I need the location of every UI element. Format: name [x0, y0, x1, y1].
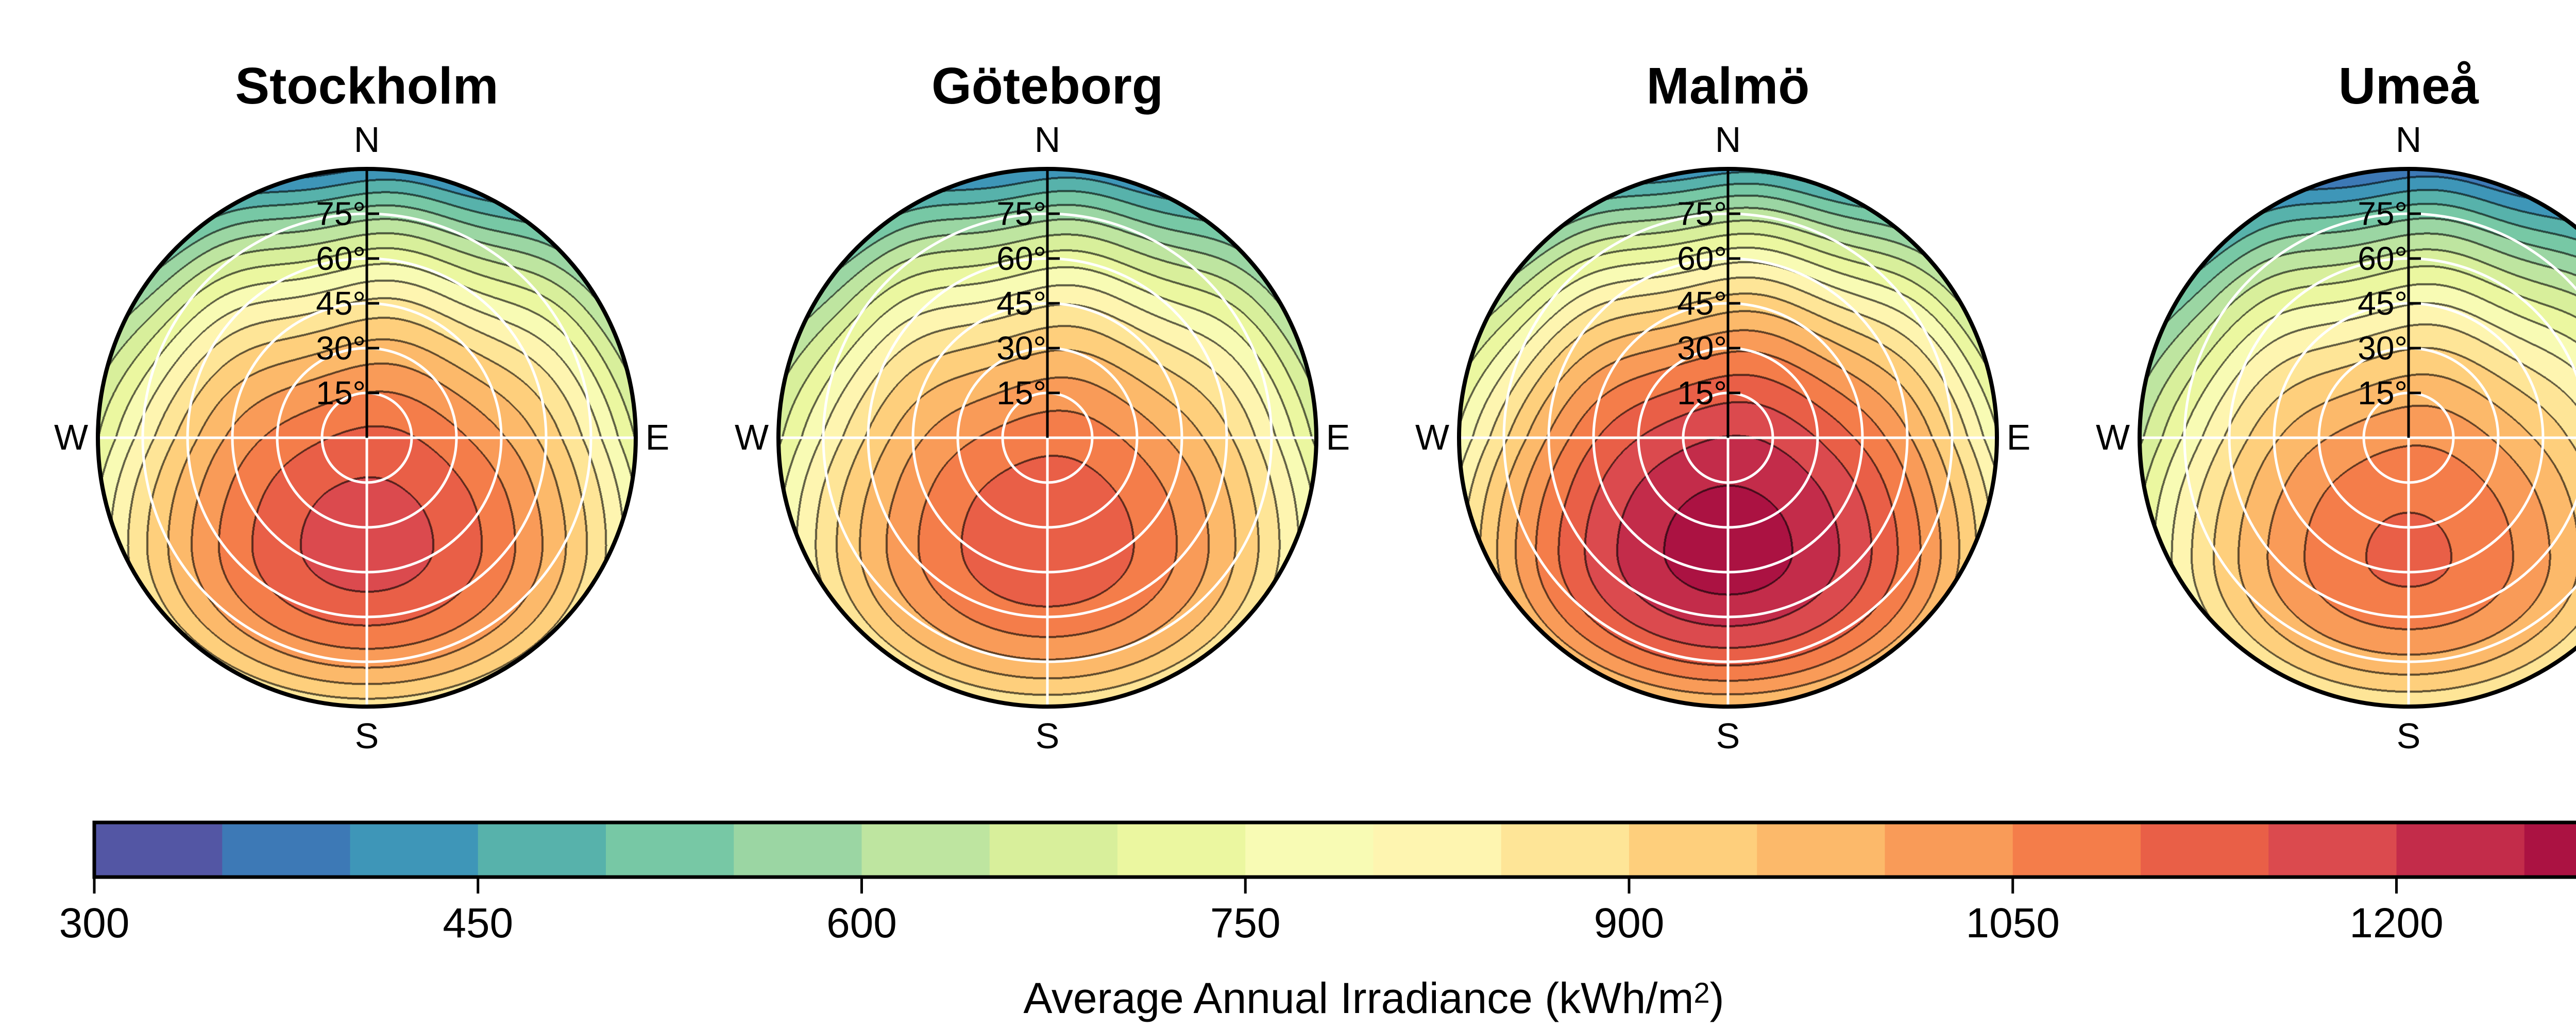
polar-plot: 15° 30° 45° 60° 75° [2138, 167, 2576, 709]
plot-boundary [776, 167, 1318, 709]
radial-tick-label: 75° [316, 195, 366, 232]
radial-tick-label: 75° [1677, 195, 1727, 232]
radial-tick-label: 60° [1677, 240, 1727, 277]
colorbar-label-close: ) [1709, 974, 1724, 1022]
plot-boundary [96, 167, 638, 709]
colorbar-bin [861, 822, 990, 877]
colorbar-bin [2268, 822, 2397, 877]
direction-label-n: N [1715, 119, 1741, 160]
colorbar-tick-label: 450 [443, 900, 514, 947]
polar-grid: 15° 30° 45° 60° 75° [96, 167, 638, 709]
panel-umea: Umeå 15°30°45°60°75° N E S W [2069, 0, 2576, 772]
direction-label-s: S [1035, 716, 1060, 756]
colorbar-bin [989, 822, 1118, 877]
direction-label-n: N [2395, 119, 2422, 160]
radial-tick-label: 30° [2358, 330, 2408, 367]
direction-label-w: W [734, 417, 769, 457]
colorbar-bin [1373, 822, 1502, 877]
radial-tick-label: 60° [2358, 240, 2408, 277]
colorbar-tick-label: 600 [826, 900, 897, 947]
direction-label-s: S [354, 716, 379, 756]
radial-tick-label: 75° [2358, 195, 2408, 232]
plot-title: Göteborg [931, 57, 1163, 115]
radial-tick-label: 15° [996, 374, 1046, 411]
radial-tick-label: 15° [316, 374, 366, 411]
colorbar-bin [1245, 822, 1374, 877]
colorbar-bins [92, 820, 2576, 894]
direction-label-s: S [1716, 716, 1740, 756]
polar-plot: 15° 30° 45° 60° 75° [1457, 167, 1999, 709]
colorbar-bin [1117, 822, 1246, 877]
colorbar-bin [734, 822, 862, 877]
radial-tick-label: 15° [1677, 374, 1727, 411]
direction-label-n: N [1034, 119, 1061, 160]
polar-grid: 15° 30° 45° 60° 75° [2138, 167, 2576, 709]
radial-tick-label: 60° [316, 240, 366, 277]
polar-plot: 15° 30° 45° 60° 75° [96, 167, 638, 709]
plot-title: Malmö [1646, 57, 1810, 115]
direction-label-n: N [353, 119, 380, 160]
colorbar-bin [1757, 822, 1886, 877]
colorbar-axis-label: Average Annual Irradiance (kWh/m2) [0, 972, 2576, 1024]
plot-title: Umeå [2338, 57, 2479, 115]
direction-label-e: E [645, 417, 670, 457]
radial-tick-label: 30° [1677, 330, 1727, 367]
colorbar-bin [2012, 822, 2141, 877]
radial-tick-label: 60° [996, 240, 1046, 277]
polar-grid: 15° 30° 45° 60° 75° [776, 167, 1318, 709]
colorbar-bin [2141, 822, 2269, 877]
colorbar-label-text: Average Annual Irradiance (kWh/m [1023, 974, 1694, 1022]
radial-tick-label: 75° [996, 195, 1046, 232]
polar-plot: 15° 30° 45° 60° 75° [776, 167, 1318, 709]
panel-stockholm: Stockholm 15° 30° 45° 60° 75° N E S W [27, 0, 707, 772]
colorbar-bin [350, 822, 479, 877]
direction-label-e: E [2006, 417, 2031, 457]
radial-tick-label: 45° [1677, 285, 1727, 322]
colorbar-bin [94, 822, 223, 877]
colorbar-tick-label: 300 [59, 900, 130, 947]
colorbar-tick-label: 1200 [2349, 900, 2444, 947]
radial-tick-label: 45° [2358, 285, 2408, 322]
colorbar-bin [1885, 822, 2013, 877]
colorbar-bin [2524, 822, 2576, 877]
colorbar-frame [92, 820, 2576, 879]
panel-goteborg: Göteborg 15° 30° 45° 60° 75° N E S W [707, 0, 1387, 772]
radial-tick-label: 30° [316, 330, 366, 367]
colorbar-bin [478, 822, 606, 877]
colorbar-bin [1629, 822, 1758, 877]
colorbar-bin [2396, 822, 2525, 877]
colorbar-tick-label: 750 [1210, 900, 1281, 947]
direction-label-s: S [2396, 716, 2421, 756]
colorbar-bin [222, 822, 351, 877]
colorbar-label-superscript: 2 [1693, 976, 1710, 1009]
direction-label-e: E [1326, 417, 1350, 457]
panel-malmo: Malmö 15° 30° 45° 60° 75° N E S W [1388, 0, 2068, 772]
direction-label-w: W [54, 417, 89, 457]
colorbar-bin [1501, 822, 1630, 877]
plot-boundary [2138, 167, 2576, 709]
colorbar-tick-label: 1050 [1965, 900, 2060, 947]
radial-tick-label: 15° [2358, 374, 2408, 411]
direction-label-w: W [1415, 417, 1450, 457]
plot-title: Stockholm [235, 57, 499, 115]
radial-tick-label: 45° [996, 285, 1046, 322]
colorbar-tick-label: 900 [1594, 900, 1665, 947]
plot-boundary [1457, 167, 1999, 709]
colorbar [92, 820, 2576, 894]
direction-label-w: W [2095, 417, 2130, 457]
radial-tick-label: 45° [316, 285, 366, 322]
radial-tick-label: 30° [996, 330, 1046, 367]
polar-grid: 15° 30° 45° 60° 75° [1457, 167, 1999, 709]
colorbar-bin [606, 822, 735, 877]
